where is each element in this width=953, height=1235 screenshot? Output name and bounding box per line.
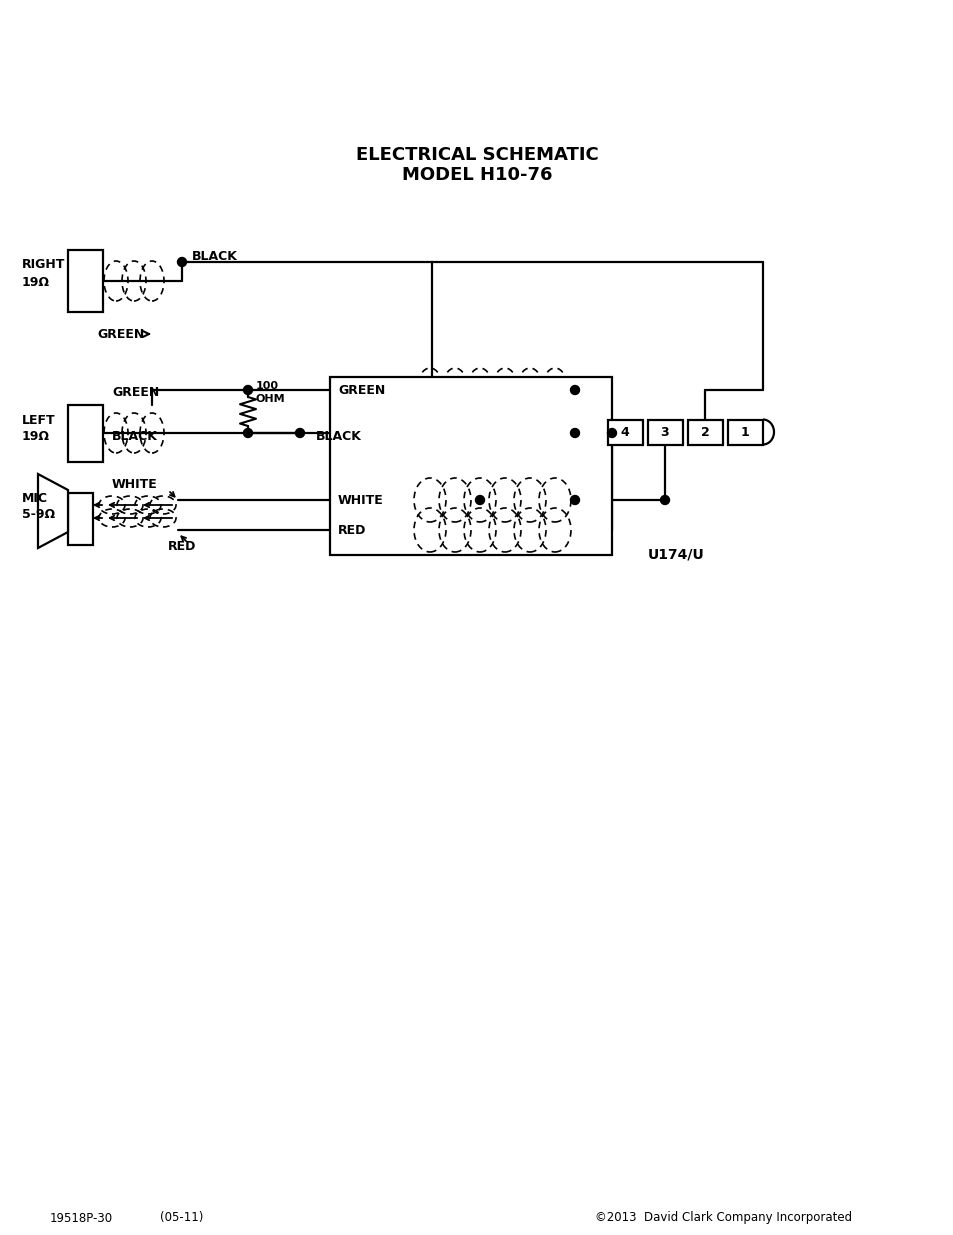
Text: LEFT: LEFT bbox=[22, 414, 55, 426]
Text: MIC: MIC bbox=[22, 492, 48, 505]
Text: BLACK: BLACK bbox=[315, 431, 361, 443]
Text: 1: 1 bbox=[740, 426, 749, 438]
Text: RIGHT: RIGHT bbox=[22, 258, 66, 272]
Bar bbox=[647, 420, 682, 445]
Polygon shape bbox=[38, 474, 68, 548]
Text: 19Ω: 19Ω bbox=[22, 275, 50, 289]
Text: BLACK: BLACK bbox=[192, 249, 237, 263]
Bar bbox=[727, 420, 762, 445]
Text: 3: 3 bbox=[660, 426, 669, 438]
Circle shape bbox=[243, 429, 253, 437]
Text: 4: 4 bbox=[620, 426, 629, 438]
Text: ©2013  David Clark Company Incorporated: ©2013 David Clark Company Incorporated bbox=[595, 1212, 851, 1224]
Circle shape bbox=[177, 258, 186, 267]
Circle shape bbox=[570, 429, 578, 437]
Bar bbox=[687, 420, 722, 445]
Text: MODEL H10-76: MODEL H10-76 bbox=[401, 165, 552, 184]
Text: GREEN: GREEN bbox=[97, 327, 144, 341]
Bar bbox=[607, 420, 642, 445]
Text: WHITE: WHITE bbox=[112, 478, 157, 490]
Bar bbox=[68, 249, 103, 312]
Text: 100: 100 bbox=[255, 382, 278, 391]
Text: WHITE: WHITE bbox=[337, 494, 383, 506]
Circle shape bbox=[243, 385, 253, 394]
Text: 19518P-30: 19518P-30 bbox=[50, 1212, 113, 1224]
Bar bbox=[330, 377, 612, 555]
Text: ELECTRICAL SCHEMATIC: ELECTRICAL SCHEMATIC bbox=[355, 146, 598, 164]
Circle shape bbox=[570, 495, 578, 505]
Text: (05-11): (05-11) bbox=[160, 1212, 203, 1224]
Bar bbox=[68, 493, 92, 545]
Text: BLACK: BLACK bbox=[112, 431, 157, 443]
Circle shape bbox=[295, 429, 304, 437]
Text: RED: RED bbox=[168, 541, 196, 553]
Text: GREEN: GREEN bbox=[337, 384, 385, 396]
Text: GREEN: GREEN bbox=[112, 385, 159, 399]
Circle shape bbox=[570, 385, 578, 394]
Text: OHM: OHM bbox=[255, 394, 285, 404]
Text: RED: RED bbox=[337, 524, 366, 536]
Text: 2: 2 bbox=[700, 426, 709, 438]
Text: 19Ω: 19Ω bbox=[22, 431, 50, 443]
Circle shape bbox=[659, 495, 669, 505]
Text: 5-9Ω: 5-9Ω bbox=[22, 508, 55, 520]
Text: U174/U: U174/U bbox=[647, 548, 704, 562]
Circle shape bbox=[607, 429, 616, 437]
Circle shape bbox=[475, 495, 484, 505]
Bar bbox=[68, 405, 103, 462]
